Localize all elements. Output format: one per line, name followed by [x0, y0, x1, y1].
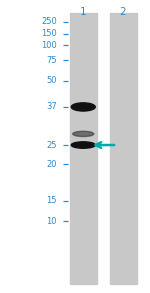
Text: 2: 2: [120, 7, 126, 17]
Bar: [110, 13, 136, 284]
Bar: [70, 13, 97, 284]
Ellipse shape: [71, 103, 95, 111]
Text: 100: 100: [41, 41, 57, 50]
Text: 37: 37: [46, 103, 57, 111]
Text: 150: 150: [41, 29, 57, 38]
Ellipse shape: [71, 142, 95, 148]
Text: 15: 15: [46, 196, 57, 205]
Text: 50: 50: [46, 76, 57, 85]
Text: 20: 20: [46, 160, 57, 168]
Text: 25: 25: [46, 141, 57, 149]
Ellipse shape: [73, 131, 94, 137]
Text: 250: 250: [41, 18, 57, 26]
Text: 75: 75: [46, 56, 57, 64]
Text: 10: 10: [46, 217, 57, 226]
Text: 1: 1: [80, 7, 87, 17]
